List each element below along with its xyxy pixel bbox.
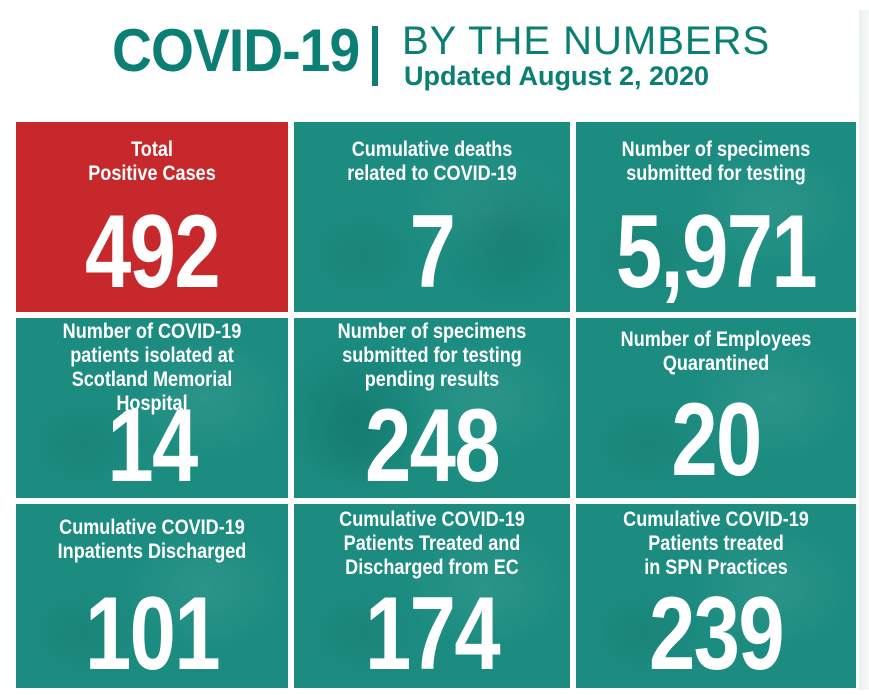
virus-graphic xyxy=(434,162,570,312)
tile-label: Cumulative deaths related to COVID-19 xyxy=(347,138,517,185)
virus-graphic xyxy=(294,338,434,488)
page-subtitle: BY THE NUMBERS xyxy=(402,19,771,63)
tile-label: Cumulative COVID-19 Patients treated in … xyxy=(623,508,809,579)
title-divider xyxy=(372,26,378,86)
tile-label: Total Positive Cases xyxy=(88,138,216,185)
tile-employees-quarantined: Number of Employees Quarantined 20 xyxy=(576,318,856,498)
tile-label: Number of COVID-19 patients isolated at … xyxy=(62,320,242,415)
tile-value: 239 xyxy=(648,576,785,688)
tile-value: 7 xyxy=(409,194,456,310)
tile-cumulative-deaths: Cumulative deaths related to COVID-19 7 xyxy=(294,122,570,312)
tile-specimens-submitted: Number of specimens submitted for testin… xyxy=(576,122,856,312)
tile-specimens-pending: Number of specimens submitted for testin… xyxy=(294,318,570,498)
tile-label: Cumulative COVID-19 Patients Treated and… xyxy=(339,508,525,579)
tile-inpatients-discharged: Cumulative COVID-19 Inpatients Discharge… xyxy=(16,504,288,688)
tile-patients-isolated: Number of COVID-19 patients isolated at … xyxy=(16,318,288,498)
tile-treated-spn-practices: Cumulative COVID-19 Patients treated in … xyxy=(576,504,856,688)
page-title: COVID-19 xyxy=(112,17,360,84)
tile-label: Cumulative COVID-19 Inpatients Discharge… xyxy=(57,516,247,563)
header: COVID-19 BY THE NUMBERS Updated August 2… xyxy=(0,0,869,115)
tile-label: Number of specimens submitted for testin… xyxy=(621,138,811,185)
decorative-strip xyxy=(859,10,869,690)
tile-label: Number of specimens submitted for testin… xyxy=(337,320,527,391)
tile-value: 101 xyxy=(84,576,221,688)
tile-value: 20 xyxy=(671,382,762,498)
tile-value: 248 xyxy=(364,388,501,498)
tile-value: 174 xyxy=(364,576,501,688)
tile-treated-discharged-ec: Cumulative COVID-19 Patients Treated and… xyxy=(294,504,570,688)
updated-date: Updated August 2, 2020 xyxy=(404,61,710,91)
stats-grid: Total Positive Cases 492 Cumulative deat… xyxy=(16,122,856,688)
tile-value: 492 xyxy=(84,194,221,310)
tile-label: Number of Employees Quarantined xyxy=(620,328,812,375)
tile-total-positive-cases: Total Positive Cases 492 xyxy=(16,122,288,312)
tile-value: 5,971 xyxy=(615,194,818,310)
tile-value: 14 xyxy=(107,388,198,498)
